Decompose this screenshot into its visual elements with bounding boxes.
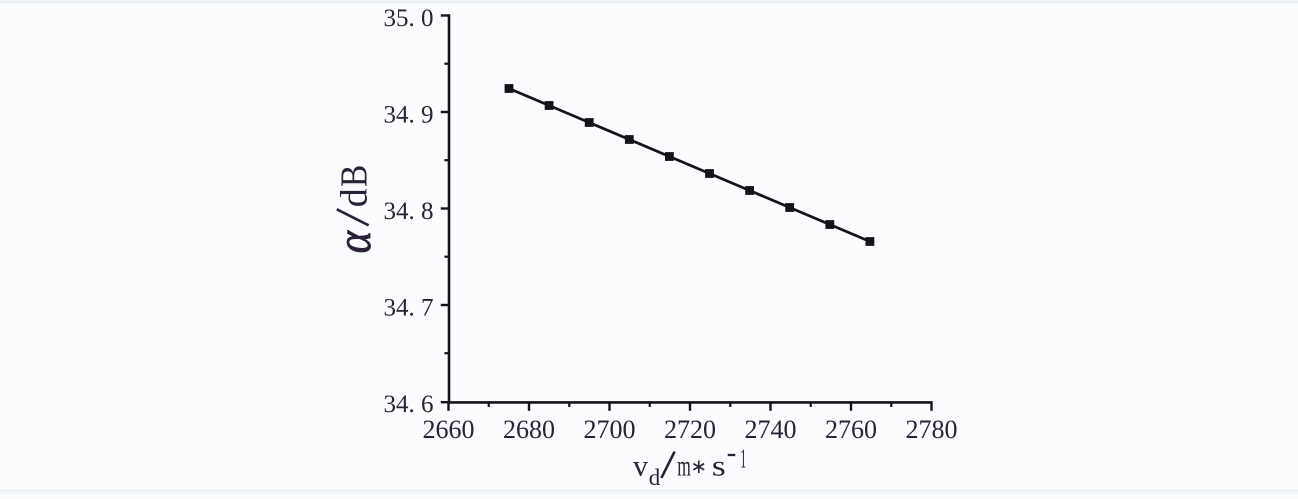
svg-text:B: B	[333, 165, 375, 187]
svg-text:34. 8: 34. 8	[384, 198, 434, 225]
svg-text:34. 7: 34. 7	[384, 295, 434, 322]
svg-text:d: d	[334, 188, 376, 207]
svg-text:2780: 2780	[906, 415, 958, 444]
svg-text:34. 6: 34. 6	[384, 391, 434, 418]
svg-text:s: s	[712, 449, 726, 482]
svg-text:v: v	[633, 450, 648, 483]
svg-text:∗: ∗	[690, 456, 707, 478]
svg-text:2680: 2680	[503, 415, 555, 444]
svg-text:34. 9: 34. 9	[384, 102, 434, 129]
svg-text:2760: 2760	[825, 415, 877, 444]
svg-text:2700: 2700	[584, 415, 636, 444]
svg-text:α: α	[327, 230, 380, 253]
svg-text:1: 1	[740, 443, 746, 473]
svg-text:m: m	[677, 450, 691, 483]
svg-text:35. 0: 35. 0	[384, 5, 434, 32]
svg-text:2660: 2660	[423, 415, 475, 444]
svg-text:2720: 2720	[664, 415, 716, 444]
svg-text:2740: 2740	[745, 415, 797, 444]
svg-text:d: d	[649, 465, 661, 490]
